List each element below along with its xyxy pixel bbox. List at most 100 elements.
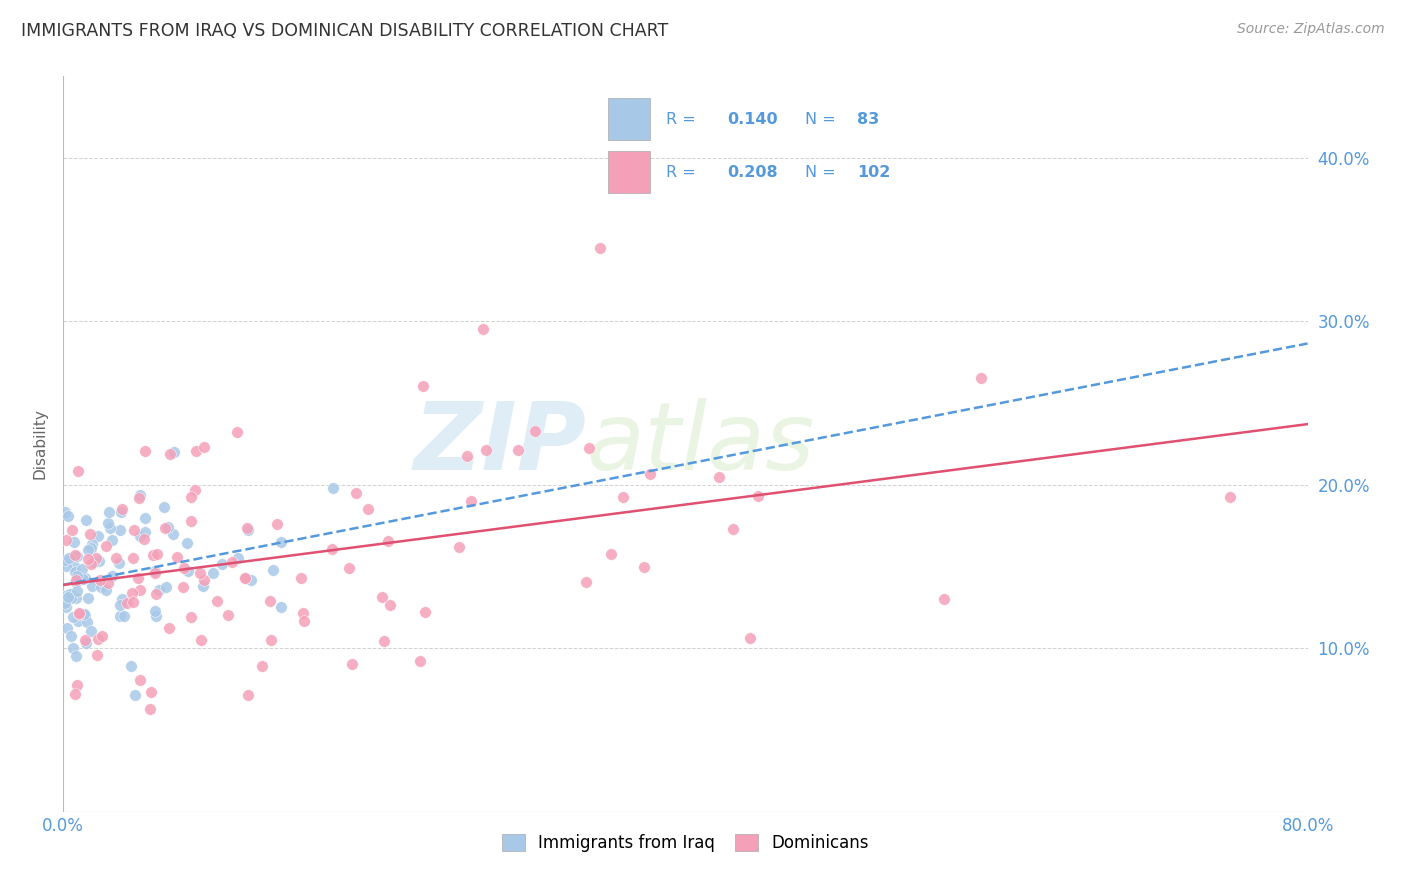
Point xyxy=(172,580,194,594)
Point xyxy=(146,547,169,561)
Point xyxy=(97,516,120,530)
Point xyxy=(236,689,259,703)
Point xyxy=(373,634,395,648)
Point xyxy=(89,573,111,587)
Point xyxy=(129,582,152,597)
Point xyxy=(163,445,186,459)
Point xyxy=(124,688,146,702)
Point xyxy=(56,590,79,604)
Point xyxy=(128,487,150,501)
Point xyxy=(67,607,90,621)
Text: IMMIGRANTS FROM IRAQ VS DOMINICAN DISABILITY CORRELATION CHART: IMMIGRANTS FROM IRAQ VS DOMINICAN DISABI… xyxy=(21,22,668,40)
Point xyxy=(53,505,76,519)
Point xyxy=(148,583,170,598)
Point xyxy=(53,596,76,610)
Point xyxy=(128,491,150,506)
Point xyxy=(145,587,167,601)
Point xyxy=(184,483,207,498)
Point xyxy=(65,591,87,605)
Point xyxy=(321,542,343,557)
Point xyxy=(80,557,103,571)
Point xyxy=(76,591,98,605)
Point xyxy=(66,549,89,564)
Y-axis label: Disability: Disability xyxy=(32,409,48,479)
Point xyxy=(139,685,162,699)
Point xyxy=(62,641,84,656)
Point xyxy=(233,571,256,585)
Point xyxy=(73,571,96,585)
Point xyxy=(121,550,143,565)
Point xyxy=(128,529,150,543)
Point xyxy=(120,659,142,673)
Point xyxy=(292,607,315,621)
Point xyxy=(472,322,495,336)
Point xyxy=(66,584,89,599)
Point xyxy=(122,595,145,609)
Point xyxy=(575,575,598,590)
Point xyxy=(357,502,380,516)
Point xyxy=(235,571,257,585)
Point xyxy=(259,594,281,608)
Point xyxy=(86,648,108,663)
Point xyxy=(87,632,110,647)
Point xyxy=(59,586,82,600)
Point xyxy=(132,532,155,546)
Point xyxy=(62,609,84,624)
Point xyxy=(122,523,145,537)
Point xyxy=(63,687,86,701)
Point xyxy=(65,575,87,590)
Point xyxy=(55,559,77,574)
Point xyxy=(87,529,110,543)
Point xyxy=(221,555,243,569)
Point xyxy=(108,598,131,612)
Point xyxy=(77,551,100,566)
Point xyxy=(110,523,132,537)
Point xyxy=(65,573,87,587)
Point xyxy=(80,624,103,638)
Point xyxy=(63,559,86,574)
Point xyxy=(101,533,124,548)
Point xyxy=(117,596,139,610)
Point xyxy=(217,607,239,622)
Text: atlas: atlas xyxy=(586,398,814,490)
Point xyxy=(524,424,547,438)
Point xyxy=(578,441,600,455)
Point xyxy=(159,447,181,461)
Point xyxy=(173,561,195,575)
Point xyxy=(134,525,156,540)
Point xyxy=(121,586,143,600)
Point xyxy=(190,632,212,647)
Point xyxy=(270,535,292,549)
Point xyxy=(380,598,402,612)
Point xyxy=(456,450,478,464)
Point xyxy=(186,444,208,458)
Point xyxy=(70,562,93,576)
Point xyxy=(176,536,198,550)
Point xyxy=(250,658,273,673)
Point xyxy=(409,654,432,668)
Point xyxy=(475,442,498,457)
Point xyxy=(226,425,249,440)
Point xyxy=(506,443,529,458)
Point xyxy=(79,527,101,541)
Point xyxy=(153,500,176,514)
Point xyxy=(66,464,89,478)
Point xyxy=(145,609,167,624)
Point xyxy=(1219,490,1241,504)
Point xyxy=(612,490,634,504)
Point xyxy=(65,649,87,664)
Point xyxy=(55,553,77,567)
Point xyxy=(108,556,131,570)
Point xyxy=(932,592,955,607)
Point xyxy=(77,542,100,557)
Point xyxy=(134,444,156,458)
Point xyxy=(60,523,83,537)
Point xyxy=(76,615,98,629)
Point xyxy=(111,592,134,607)
Point xyxy=(63,534,86,549)
Point xyxy=(211,557,233,571)
Point xyxy=(205,594,228,608)
Point xyxy=(96,539,118,553)
Point xyxy=(238,524,260,538)
Point xyxy=(84,551,107,566)
